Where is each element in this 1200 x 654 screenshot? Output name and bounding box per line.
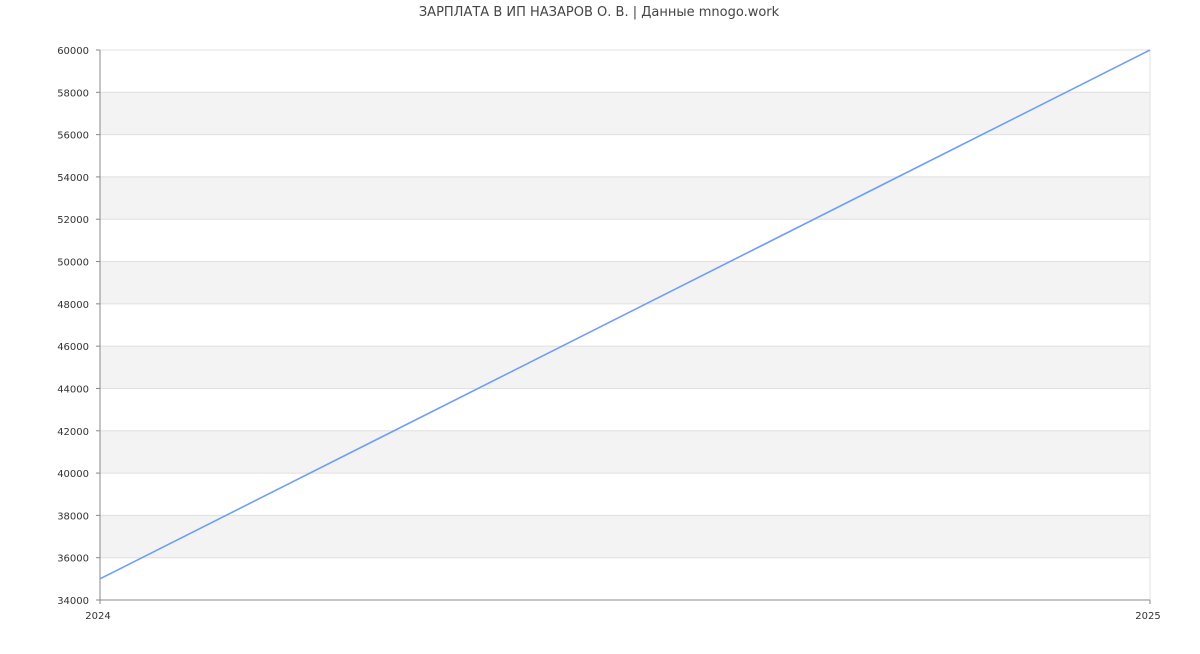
y-tick-label: 54000: [57, 173, 89, 184]
y-tick-label: 56000: [57, 131, 89, 142]
chart-title: ЗАРПЛАТА В ИП НАЗАРОВ О. В. | Данные mno…: [419, 5, 780, 20]
series-line: [99, 49, 1151, 580]
x-tick-label: 2025: [1135, 611, 1160, 622]
y-tick-label: 60000: [57, 46, 89, 57]
grid-band: [100, 92, 1150, 135]
y-tick-label: 34000: [57, 596, 89, 607]
grid-band: [100, 515, 1150, 558]
y-tick-label: 46000: [57, 342, 89, 353]
grid-band: [100, 430, 1150, 474]
grid-band: [100, 261, 1150, 304]
y-tick-label: 58000: [57, 88, 89, 99]
y-tick-label: 44000: [57, 384, 89, 395]
y-tick-label: 50000: [57, 258, 89, 269]
y-tick-label: 36000: [57, 554, 89, 565]
y-tick-label: 38000: [57, 511, 89, 522]
grid-band: [100, 346, 1150, 389]
y-tick-label: 48000: [57, 300, 89, 311]
grid-band: [100, 176, 1150, 220]
y-tick-label: 40000: [57, 469, 89, 480]
y-tick-label: 42000: [57, 427, 89, 438]
y-tick-label: 52000: [57, 215, 89, 226]
x-tick-label: 2024: [85, 611, 110, 622]
